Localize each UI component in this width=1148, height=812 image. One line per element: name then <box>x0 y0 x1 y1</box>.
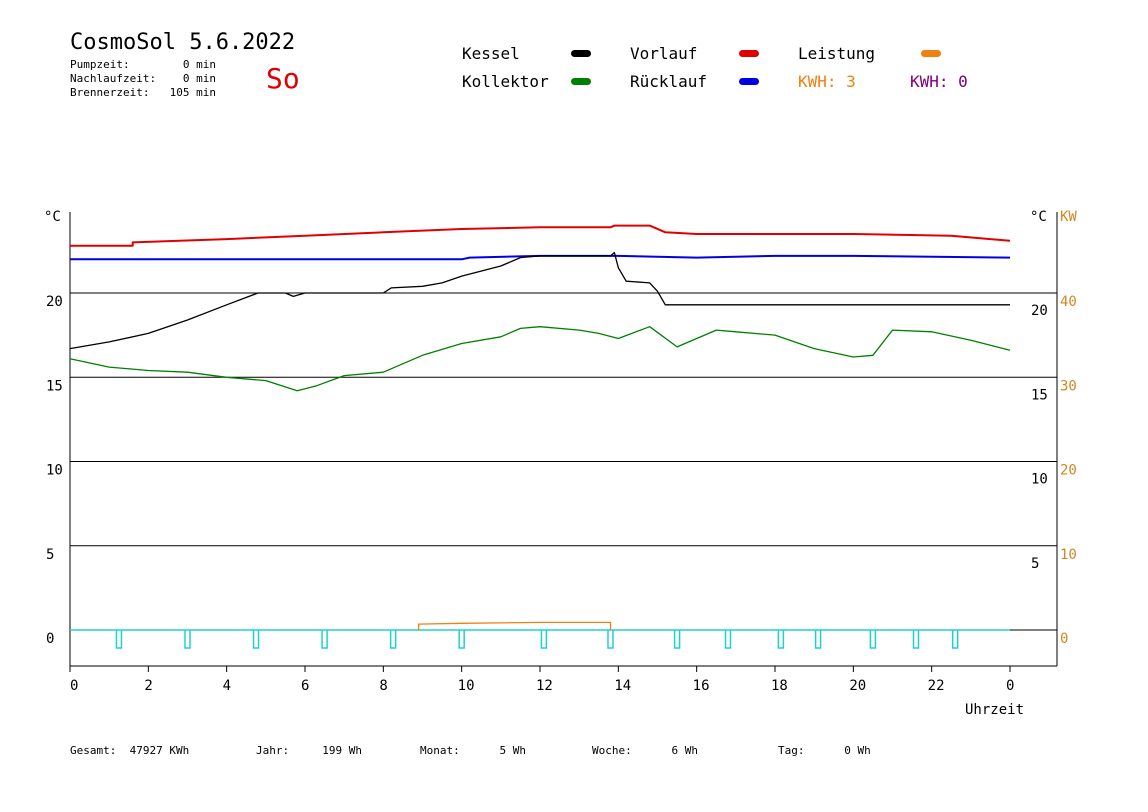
footer-label: Woche: <box>592 744 632 757</box>
y-tick-label-left: 5 <box>46 547 54 563</box>
y-tick-label-right-c: 20 <box>1031 303 1048 319</box>
series-line-vorlauf <box>70 224 1011 247</box>
footer-gesamt: Gesamt: 47927 KWh <box>70 744 189 757</box>
pump-pulse <box>724 630 732 649</box>
legend-ruecklauf-label: Rücklauf <box>630 72 708 91</box>
legend-kollektor-swatch <box>571 78 591 85</box>
pump-pulse <box>389 630 397 649</box>
legend-leistung-label: Leistung <box>798 44 876 63</box>
stat-label: Nachlaufzeit: <box>70 72 157 85</box>
x-tick-label: 14 <box>614 678 631 694</box>
y-unit-right-c: °C <box>1030 209 1047 225</box>
footer-woche: Woche: 6 Wh <box>592 744 698 757</box>
y-tick-label-right-c: 10 <box>1031 472 1048 488</box>
pump-pulse <box>912 630 920 649</box>
series-line-leistung <box>417 621 612 630</box>
series-line-kollektor <box>69 326 1011 392</box>
y-tick-label-right-kw: 0 <box>1060 631 1068 647</box>
y-unit-left: °C <box>44 209 61 225</box>
stat-value: 105 min <box>169 86 216 99</box>
y-tick-label-right-kw: 40 <box>1060 294 1077 310</box>
pump-pulse <box>184 630 191 649</box>
y-tick-label-left: 20 <box>46 294 63 310</box>
footer-value: 0 Wh <box>844 744 871 757</box>
x-axis-title: Uhrzeit <box>965 702 1024 718</box>
pump-pulse <box>951 630 959 649</box>
footer-monat: Monat: 5 Wh <box>420 744 526 757</box>
pump-pulse <box>540 630 548 649</box>
pump-pulse <box>458 630 465 649</box>
footer-label: Tag: <box>778 744 805 757</box>
footer-value: 5 Wh <box>499 744 527 757</box>
footer-label: Gesamt: <box>70 744 117 757</box>
legend-kessel-swatch <box>571 50 591 57</box>
footer-value: 47927 KWh <box>129 744 190 757</box>
pump-pulse <box>115 630 123 649</box>
x-tick-label: 12 <box>536 678 553 694</box>
x-tick-label: 0 <box>70 678 78 694</box>
pump-pulse <box>869 630 877 649</box>
x-tick-label: 6 <box>301 678 309 694</box>
pump-pulse <box>321 630 328 649</box>
x-tick-label: 10 <box>458 678 475 694</box>
x-tick-label: 20 <box>849 678 866 694</box>
legend-kollektor-label: Kollektor <box>462 72 549 91</box>
y-tick-label-right-c: 15 <box>1031 387 1048 403</box>
footer-label: Monat: <box>420 744 460 757</box>
x-tick-label: 4 <box>223 678 231 694</box>
pump-pulse <box>607 630 614 649</box>
legend-vorlauf-swatch <box>739 50 759 57</box>
y-tick-label-right-kw: 30 <box>1060 378 1077 394</box>
stat-label: Pumpzeit: <box>70 58 130 71</box>
footer-value: 6 Wh <box>671 744 699 757</box>
stat-value: 0 min <box>182 58 216 71</box>
stat-pumpzeit: Pumpzeit: 0 min <box>70 58 216 71</box>
footer-label: Jahr: <box>256 744 290 757</box>
pump-pulse <box>814 630 822 649</box>
stat-brennerzeit: Brennerzeit: 105 min <box>70 86 216 99</box>
x-tick-label: 2 <box>144 678 152 694</box>
footer-jahr: Jahr: 199 Wh <box>256 744 362 757</box>
stat-label: Brennerzeit: <box>70 86 150 99</box>
y-tick-label-left: 10 <box>46 463 63 479</box>
x-tick-label: 22 <box>928 678 945 694</box>
stat-value: 0 min <box>182 72 216 85</box>
legend-kwh-second: KWH: 0 <box>910 72 968 91</box>
y-tick-label-right-kw: 10 <box>1060 547 1077 563</box>
legend-vorlauf-label: Vorlauf <box>630 44 698 63</box>
pump-pulse <box>673 630 681 649</box>
legend-kwh-leistung: KWH: 3 <box>798 72 856 91</box>
legend-ruecklauf-swatch <box>739 78 759 85</box>
stat-nachlaufzeit: Nachlaufzeit: 0 min <box>70 72 216 85</box>
x-tick-label: 16 <box>693 678 710 694</box>
legend-kessel-label: Kessel <box>462 44 520 63</box>
x-tick-label: 8 <box>379 678 387 694</box>
footer-value: 199 Wh <box>322 744 362 757</box>
series-line-kessel <box>69 251 1010 350</box>
y-unit-right-kw: KW <box>1060 209 1077 225</box>
legend-leistung-swatch <box>921 50 941 57</box>
pump-pulse <box>777 630 785 649</box>
series-line-ruecklauf <box>70 254 1011 261</box>
weekday-label: So <box>266 62 300 95</box>
y-tick-label-right-kw: 20 <box>1060 463 1077 479</box>
x-tick-label: 18 <box>771 678 788 694</box>
pump-pulse <box>252 630 260 649</box>
y-tick-label-left: 0 <box>46 631 54 647</box>
y-tick-label-left: 15 <box>46 378 63 394</box>
x-tick-label: 0 <box>1006 678 1014 694</box>
y-tick-label-right-c: 5 <box>1031 556 1039 572</box>
page-title: CosmoSol 5.6.2022 <box>70 30 296 55</box>
footer-tag: Tag: 0 Wh <box>778 744 871 757</box>
